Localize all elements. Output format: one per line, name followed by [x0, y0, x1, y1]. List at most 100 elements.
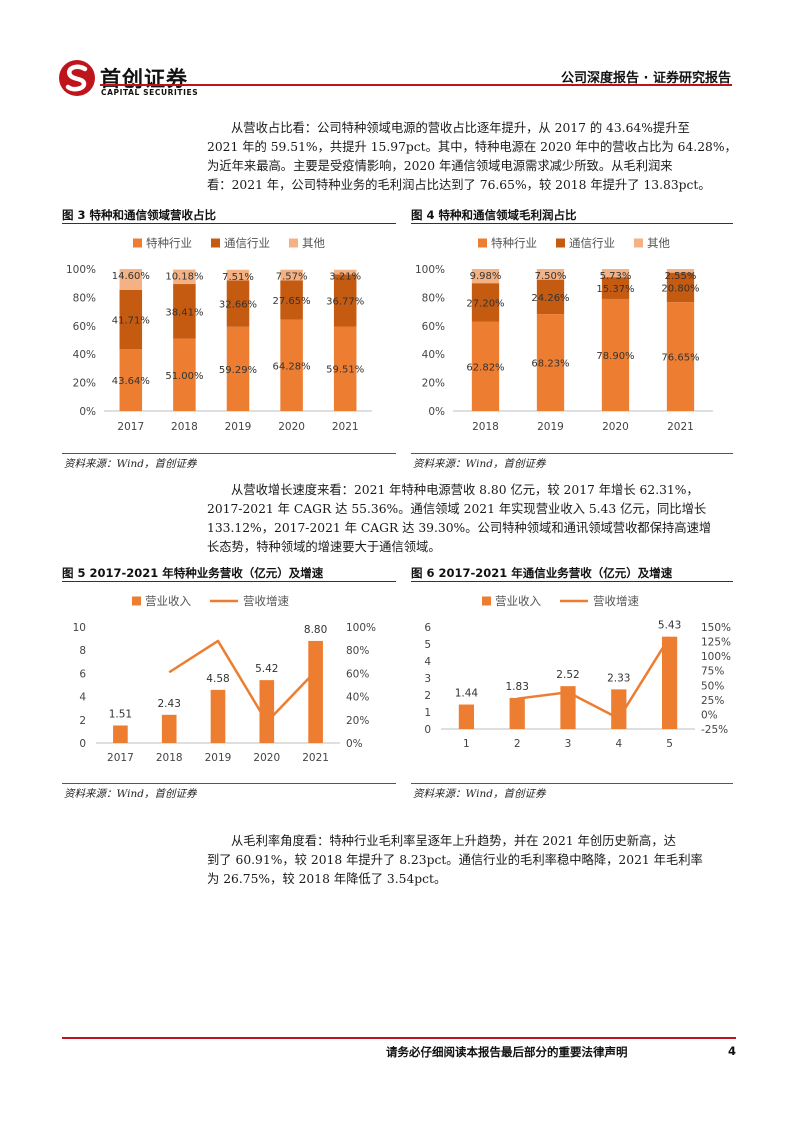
data-label: 59.29%	[219, 365, 257, 376]
revenue-bar	[661, 636, 678, 729]
data-label: 1.51	[109, 708, 132, 720]
fig5-chart: 营业收入 营收增速02468100%20%40%60%80%100%1.51201…	[73, 594, 376, 764]
stacked-bar-segment	[119, 289, 143, 350]
data-label: 51.00%	[165, 371, 203, 382]
data-label: 32.66%	[219, 300, 257, 311]
legend-swatch	[634, 238, 643, 248]
stacked-bar-segment	[226, 269, 250, 281]
paragraph-line: 2021 年的 59.51%，共提升 15.97pct。其中，特种电源在 202…	[207, 140, 737, 154]
legend-label: 其他	[647, 236, 670, 250]
data-label: 3.21%	[329, 272, 361, 283]
x-tick-label: 2021	[302, 752, 329, 764]
y-tick-label: 60%	[422, 321, 445, 333]
data-label: 43.64%	[112, 376, 150, 387]
x-tick-label: 2019	[225, 421, 252, 433]
y-tick-label: 60%	[73, 321, 96, 333]
x-tick-label: 5	[666, 738, 673, 750]
y-tick-label: 20%	[422, 378, 445, 390]
x-tick-label: 2018	[171, 421, 198, 433]
fig6-source-rule	[411, 783, 733, 784]
legend-swatch	[289, 238, 298, 248]
y-right-tick-label: 100%	[701, 651, 731, 663]
y-left-tick-label: 4	[79, 692, 86, 704]
logo-subtitle: CAPITAL SECURITIES	[101, 88, 199, 97]
data-label: 20.80%	[661, 283, 699, 294]
y-right-tick-label: 75%	[701, 666, 724, 678]
revenue-bar	[161, 714, 177, 743]
legend-label: 营收增速	[243, 594, 289, 608]
stacked-bar-segment	[601, 269, 630, 278]
y-left-tick-label: 2	[424, 690, 431, 702]
stacked-bar-segment	[666, 302, 695, 411]
data-label: 2.55%	[665, 271, 697, 282]
legend-label: 营收增速	[593, 594, 639, 608]
fig3-source-rule	[62, 453, 396, 454]
x-tick-label: 3	[565, 738, 572, 750]
report-type: 公司深度报告 · 证券研究报告	[561, 71, 731, 86]
data-label: 14.60%	[112, 271, 150, 282]
stacked-bar-segment	[536, 269, 565, 280]
y-tick-label: 0%	[428, 406, 445, 418]
data-label: 36.77%	[326, 296, 364, 307]
stacked-bar-segment	[666, 269, 695, 273]
fig5-title: 图 5 2017-2021 年特种业务营收（亿元）及增速	[62, 566, 324, 580]
legend-swatch	[132, 596, 141, 606]
fig5-source-rule	[62, 783, 396, 784]
y-tick-label: 0%	[79, 406, 96, 418]
y-tick-label: 100%	[66, 264, 96, 276]
stacked-bar-segment	[471, 283, 500, 322]
x-tick-label: 2	[514, 738, 521, 750]
data-label: 62.82%	[466, 362, 504, 373]
x-tick-label: 4	[615, 738, 622, 750]
y-right-tick-label: 60%	[346, 668, 369, 680]
legend-label: 营业收入	[145, 594, 191, 608]
y-right-tick-label: -25%	[701, 724, 728, 736]
x-tick-label: 2019	[205, 752, 232, 764]
x-tick-label: 2017	[117, 421, 144, 433]
stacked-bar-segment	[471, 321, 500, 411]
y-tick-label: 20%	[73, 378, 96, 390]
x-tick-label: 2018	[156, 752, 183, 764]
legend-swatch	[133, 238, 142, 248]
stacked-bar-segment	[471, 269, 500, 284]
revenue-bar	[560, 686, 576, 729]
fig3-title-rule	[62, 223, 396, 224]
y-right-tick-label: 20%	[346, 715, 369, 727]
fig5-title-rule	[62, 581, 396, 582]
stacked-bar-segment	[666, 272, 695, 303]
fig6-title: 图 6 2017-2021 年通信业务营收（亿元）及增速	[411, 566, 673, 580]
paragraph-revenue-share: 从营收占比看：公司特种领域电源的营收占比逐年提升，从 2017 的 43.64%…	[207, 119, 737, 195]
y-right-tick-label: 150%	[701, 622, 731, 634]
legend-label: 通信行业	[224, 236, 270, 250]
stacked-bar-segment	[119, 269, 143, 290]
stacked-bar-segment	[173, 269, 196, 285]
data-label: 8.80	[304, 624, 327, 636]
stacked-bar-segment	[333, 274, 357, 327]
data-label: 38.41%	[165, 307, 203, 318]
y-left-tick-label: 10	[73, 622, 86, 634]
x-tick-label: 2019	[537, 421, 564, 433]
data-label: 27.65%	[273, 296, 311, 307]
data-label: 68.23%	[531, 359, 569, 370]
revenue-bar	[308, 640, 323, 743]
legend-label: 营业收入	[495, 594, 541, 608]
fig3-title: 图 3 特种和通信领域营收占比	[62, 208, 217, 222]
data-label: 2.33	[607, 672, 630, 684]
y-right-tick-label: 125%	[701, 637, 731, 649]
data-label: 78.90%	[596, 351, 634, 362]
y-left-tick-label: 4	[424, 656, 431, 668]
stacked-bar-segment	[280, 319, 303, 411]
data-label: 4.58	[206, 673, 229, 685]
stacked-bar-segment	[119, 349, 143, 411]
y-tick-label: 40%	[73, 349, 96, 361]
paragraph-line: 到了 60.91%，较 2018 年提升了 8.23pct。通信行业的毛利率稳中…	[207, 853, 703, 867]
paragraph-line: 从营收占比看：公司特种领域电源的营收占比逐年提升，从 2017 的 43.64%…	[231, 121, 690, 135]
fig4-source: 资料来源：Wind，首创证券	[413, 458, 546, 470]
data-label: 41.71%	[112, 315, 150, 326]
data-label: 7.57%	[276, 272, 308, 283]
page-number: 4	[728, 1044, 737, 1058]
legend-swatch	[478, 238, 487, 248]
y-right-tick-label: 0%	[701, 709, 718, 721]
y-left-tick-label: 0	[79, 738, 86, 750]
legal-notice: 请务必仔细阅读本报告最后部分的重要法律声明	[386, 1045, 628, 1059]
